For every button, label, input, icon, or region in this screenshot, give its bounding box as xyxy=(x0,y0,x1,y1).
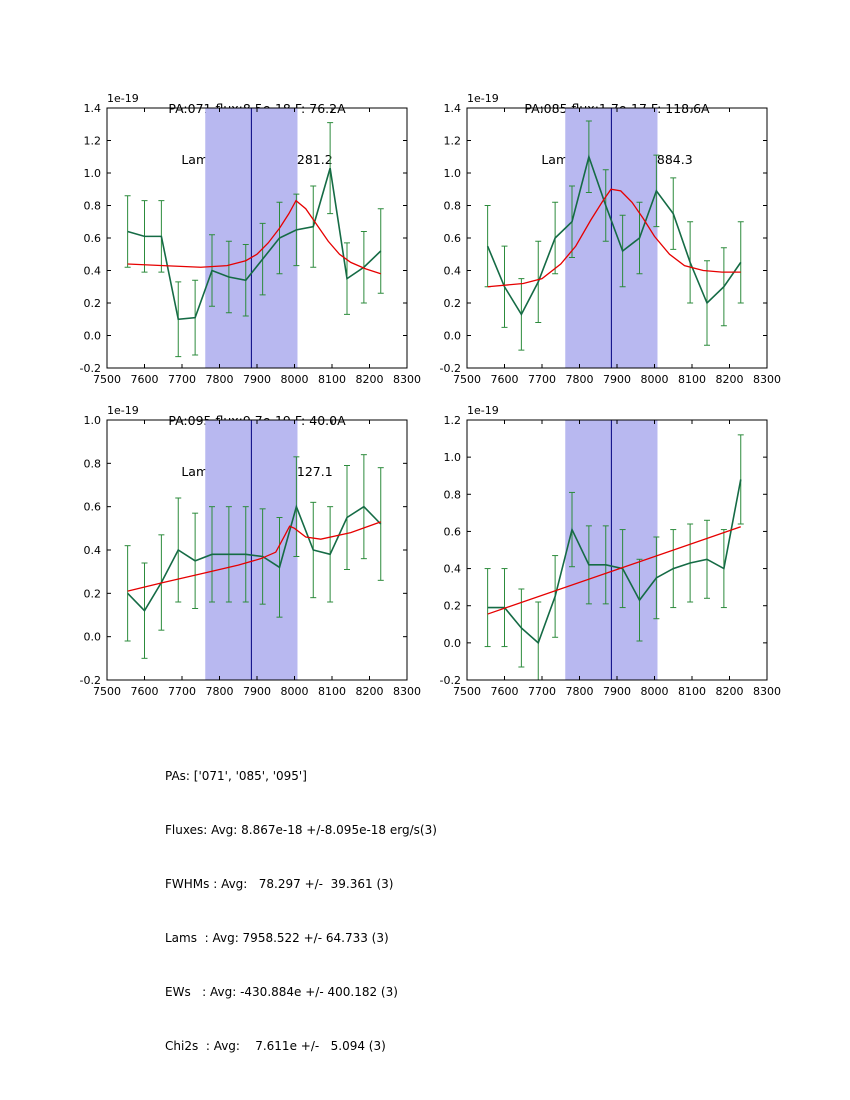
y-tick-label: 0.0 xyxy=(84,631,102,644)
fit-line xyxy=(487,188,741,288)
y-tick-label: 0.4 xyxy=(84,265,102,278)
x-tick-label: 7800 xyxy=(206,373,234,386)
x-tick-label: 7900 xyxy=(243,685,271,698)
y-tick-label: 0.8 xyxy=(444,488,462,501)
y-tick-label: 0.2 xyxy=(84,587,102,600)
x-tick-label: 8000 xyxy=(641,685,669,698)
spectrum-line xyxy=(487,479,742,645)
x-tick-label: 7700 xyxy=(168,685,196,698)
x-tick-label: 7600 xyxy=(491,373,519,386)
x-tick-label: 8300 xyxy=(393,373,421,386)
y-tick-label: 0.6 xyxy=(84,232,102,245)
x-tick-label: 8200 xyxy=(356,373,384,386)
y-tick-label: 1.4 xyxy=(84,102,102,115)
y-tick-label: -0.2 xyxy=(440,362,461,375)
x-tick-label: 8300 xyxy=(753,373,781,386)
subplot-pa071: PA:071 flux:8.5e-18 F: 76.2A Lam:8004.0A… xyxy=(57,66,437,401)
y-tick-label: -0.2 xyxy=(80,362,101,375)
subplot-200: 200 750076007700780079008000810082008300… xyxy=(417,378,797,713)
x-tick-label: 7600 xyxy=(131,373,159,386)
fit-line xyxy=(127,521,381,592)
y-tick-label: 1.4 xyxy=(444,102,462,115)
y-tick-label: 1.2 xyxy=(444,135,462,148)
y-tick-label: -0.2 xyxy=(440,674,461,687)
y-tick-label: 0.4 xyxy=(84,544,102,557)
y-tick-label: 0.0 xyxy=(444,637,462,650)
y-axis-offset-label: 1e-19 xyxy=(467,92,499,105)
x-tick-label: 8000 xyxy=(281,685,309,698)
summary-line-pas: PAs: ['071', '085', '095'] xyxy=(165,769,307,783)
y-tick-label: 1.0 xyxy=(84,167,102,180)
y-tick-label: 0.2 xyxy=(444,600,462,613)
y-tick-label: 0.8 xyxy=(84,200,102,213)
x-tick-label: 7500 xyxy=(453,373,481,386)
summary-line-fwhms: FWHMs : Avg: 78.297 +/- 39.361 (3) xyxy=(165,877,394,891)
x-tick-label: 7600 xyxy=(491,685,519,698)
summary-line-lams: Lams : Avg: 7958.522 +/- 64.733 (3) xyxy=(165,931,389,945)
y-tick-label: 0.0 xyxy=(84,330,102,343)
x-tick-label: 8100 xyxy=(318,373,346,386)
plot-area: 7500 7600 7700 7800 7900 8000 8100 8200 8300 -0.2… xyxy=(80,404,421,698)
spectrum-line xyxy=(127,167,382,321)
x-tick-label: 7500 xyxy=(93,373,121,386)
y-tick-label: 0.6 xyxy=(444,525,462,538)
y-axis-offset-label: 1e-19 xyxy=(467,404,499,417)
plot-area: 7500 7600 7700 7800 7900 8000 8100 8200 8300 -0.2… xyxy=(80,92,421,386)
fit-line xyxy=(487,526,741,615)
y-tick-label: 1.2 xyxy=(84,135,102,148)
y-axis-offset-label: 1e-19 xyxy=(107,404,139,417)
y-tick-label: 0.6 xyxy=(84,501,102,514)
spectrum-line xyxy=(486,153,742,317)
x-tick-label: 7700 xyxy=(528,373,556,386)
x-tick-label: 7500 xyxy=(453,685,481,698)
x-tick-label: 8200 xyxy=(356,685,384,698)
y-tick-label: -0.2 xyxy=(80,674,101,687)
y-tick-label: 0.0 xyxy=(444,330,462,343)
x-tick-label: 7800 xyxy=(566,373,594,386)
summary-line-chi2s: Chi2s : Avg: 7.611e +/- 5.094 (3) xyxy=(165,1039,386,1053)
x-tick-label: 7900 xyxy=(603,685,631,698)
y-tick-label: 0.8 xyxy=(84,457,102,470)
x-tick-label: 7900 xyxy=(243,373,271,386)
y-tick-label: 1.0 xyxy=(444,451,462,464)
x-tick-label: 8200 xyxy=(716,373,744,386)
y-tick-label: 1.0 xyxy=(84,414,102,427)
x-tick-label: 7700 xyxy=(168,373,196,386)
x-tick-label: 8300 xyxy=(393,685,421,698)
x-tick-label: 8200 xyxy=(716,685,744,698)
x-tick-label: 8000 xyxy=(641,373,669,386)
x-tick-label: 7600 xyxy=(131,685,159,698)
x-tick-label: 7800 xyxy=(566,685,594,698)
y-tick-label: 1.0 xyxy=(444,167,462,180)
x-tick-label: 7700 xyxy=(528,685,556,698)
y-tick-label: 0.6 xyxy=(444,232,462,245)
y-tick-label: 0.4 xyxy=(444,265,462,278)
subplot-pa095: PA:095 flux:9.7e-19 F: 40.0A Lam:7987.2A… xyxy=(57,378,437,713)
summary-text-block: PAs: ['071', '085', '095'] Fluxes: Avg: … xyxy=(165,740,437,1078)
subplot-pa085: PA:085 flux:1.7e-17 F: 118.6A Lam:7884.4… xyxy=(417,66,797,401)
summary-line-ews: EWs : Avg: -430.884e +/- 400.182 (3) xyxy=(165,985,398,999)
x-tick-label: 8000 xyxy=(281,373,309,386)
y-axis-offset-label: 1e-19 xyxy=(107,92,139,105)
y-tick-label: 0.2 xyxy=(444,297,462,310)
x-tick-label: 7500 xyxy=(93,685,121,698)
plot-area: 7500 7600 7700 7800 7900 8000 8100 8200 8300 -0.2… xyxy=(440,404,781,698)
y-tick-label: 0.8 xyxy=(444,200,462,213)
fit-line xyxy=(127,199,381,275)
summary-line-fluxes: Fluxes: Avg: 8.867e-18 +/-8.095e-18 erg/… xyxy=(165,823,437,837)
x-tick-label: 7800 xyxy=(206,685,234,698)
plot-area: 7500 7600 7700 7800 7900 8000 8100 8200 8300 -0.2… xyxy=(440,92,781,386)
x-tick-label: 8100 xyxy=(678,373,706,386)
x-tick-label: 8100 xyxy=(678,685,706,698)
y-tick-label: 0.2 xyxy=(84,297,102,310)
x-tick-label: 8300 xyxy=(753,685,781,698)
x-tick-label: 8100 xyxy=(318,685,346,698)
y-tick-label: 1.2 xyxy=(444,414,462,427)
x-tick-label: 7900 xyxy=(603,373,631,386)
y-tick-label: 0.4 xyxy=(444,563,462,576)
